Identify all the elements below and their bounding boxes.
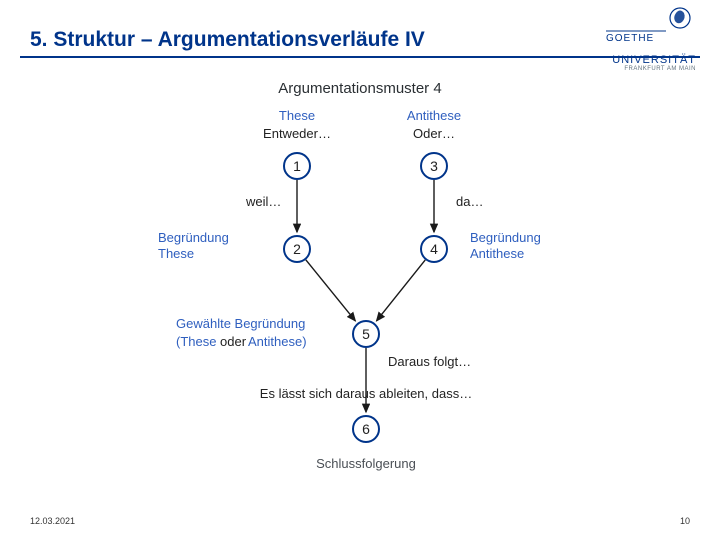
label-oder: Oder…	[413, 126, 455, 141]
label-beg_anti2: Antithese	[470, 246, 524, 261]
label-antithese: Antithese	[407, 108, 461, 123]
footer-date: 12.03.2021	[30, 516, 75, 526]
label-beg_these2: These	[158, 246, 194, 261]
slide: 5. Struktur – Argumentationsverläufe IV …	[0, 0, 720, 540]
label-da: da…	[456, 194, 483, 209]
label-gew2b: oder	[220, 334, 246, 349]
label-entweder: Entweder…	[263, 126, 331, 141]
label-beg_anti1: Begründung	[470, 230, 541, 245]
label-gew2c: Antithese)	[248, 334, 307, 349]
page-title: 5. Struktur – Argumentationsverläufe IV	[30, 28, 425, 52]
node-4: 4	[420, 235, 448, 263]
node-2: 2	[283, 235, 311, 263]
node-5: 5	[352, 320, 380, 348]
footer-page-number: 10	[680, 516, 690, 526]
label-gew2a: (These	[176, 334, 216, 349]
university-logo: GOETHE UNIVERSITÄT FRANKFURT AM MAIN	[606, 6, 696, 72]
logo-subtext: FRANKFURT AM MAIN	[606, 66, 696, 72]
diagram-title: Argumentationsmuster 4	[140, 80, 580, 97]
svg-text:GOETHE: GOETHE	[606, 33, 654, 44]
label-daraus: Daraus folgt…	[388, 354, 471, 369]
label-gew1: Gewählte Begründung	[176, 316, 305, 331]
label-schluss: Schlussfolgerung	[316, 456, 416, 471]
label-beg_these1: Begründung	[158, 230, 229, 245]
label-langsatz: Es lässt sich daraus ableiten, dass…	[260, 386, 472, 401]
node-3: 3	[420, 152, 448, 180]
node-1: 1	[283, 152, 311, 180]
label-these: These	[279, 108, 315, 123]
header-divider	[20, 56, 700, 58]
node-6: 6	[352, 415, 380, 443]
goethe-head-icon: GOETHE	[606, 6, 696, 50]
argumentation-diagram: Argumentationsmuster 4 1 2 3 4 5 6 These Antith…	[140, 80, 580, 490]
label-weil: weil…	[246, 194, 281, 209]
